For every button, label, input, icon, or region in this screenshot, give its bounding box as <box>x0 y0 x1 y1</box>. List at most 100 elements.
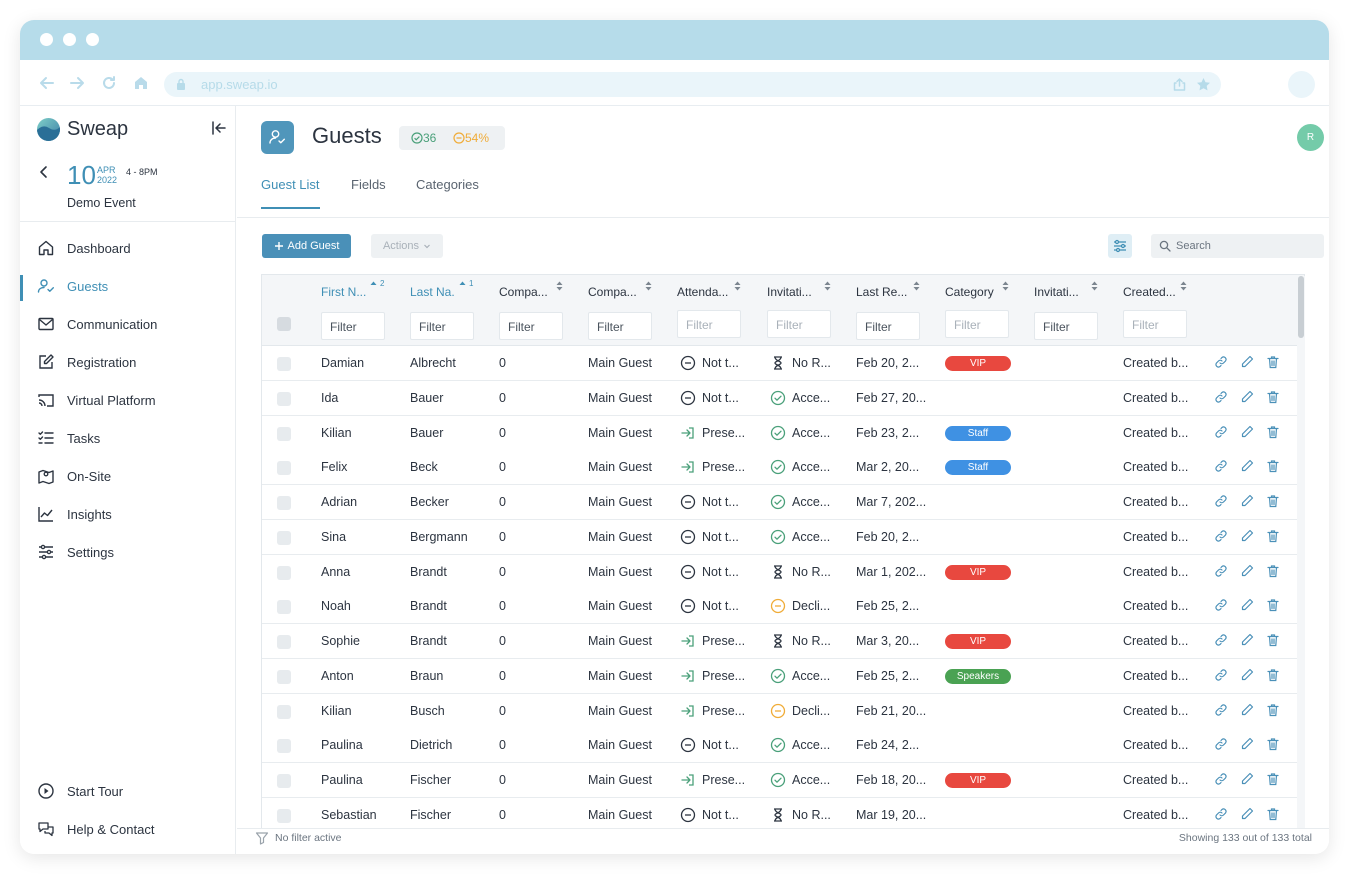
trash-icon[interactable] <box>1266 425 1280 439</box>
trash-icon[interactable] <box>1266 598 1280 612</box>
row-checkbox[interactable] <box>277 739 291 754</box>
edit-icon[interactable] <box>1240 494 1254 508</box>
trash-icon[interactable] <box>1266 737 1280 751</box>
scrollbar-thumb[interactable] <box>1298 276 1304 338</box>
row-checkbox[interactable] <box>277 357 291 371</box>
link-icon[interactable] <box>1214 459 1228 473</box>
back-arrow-icon[interactable] <box>38 74 56 92</box>
column-header[interactable]: Attenda... <box>677 285 729 299</box>
link-icon[interactable] <box>1214 355 1228 369</box>
address-bar[interactable]: app.sweap.io <box>164 72 1221 97</box>
trash-icon[interactable] <box>1266 807 1280 821</box>
table-row[interactable]: Damian Albrecht 0 Main Guest Not t... No R...… <box>262 346 1304 381</box>
help-contact-button[interactable]: Help & Contact <box>20 812 236 846</box>
home-icon[interactable] <box>132 74 150 92</box>
sort-icon[interactable] <box>555 280 564 292</box>
trash-icon[interactable] <box>1266 703 1280 717</box>
search-input[interactable]: Search <box>1151 234 1324 258</box>
edit-icon[interactable] <box>1240 425 1254 439</box>
table-scrollbar[interactable] <box>1297 276 1305 830</box>
sort-icon[interactable] <box>823 280 832 292</box>
tab-guest-list[interactable]: Guest List <box>261 176 320 218</box>
row-checkbox[interactable] <box>277 600 291 615</box>
sidebar-item-on-site[interactable]: On-Site <box>20 459 236 493</box>
edit-icon[interactable] <box>1240 564 1254 578</box>
column-header[interactable]: First N... <box>321 285 367 299</box>
edit-icon[interactable] <box>1240 703 1254 717</box>
link-icon[interactable] <box>1214 564 1228 578</box>
sidebar-item-settings[interactable]: Settings <box>20 535 236 569</box>
edit-icon[interactable] <box>1240 598 1254 612</box>
column-filter-input[interactable]: Filter <box>321 312 385 340</box>
row-checkbox[interactable] <box>277 530 291 545</box>
link-icon[interactable] <box>1214 529 1228 543</box>
sidebar-item-guests[interactable]: Guests <box>20 269 236 303</box>
column-header[interactable]: Invitati... <box>767 285 812 299</box>
trash-icon[interactable] <box>1266 494 1280 508</box>
row-checkbox[interactable] <box>277 774 291 788</box>
row-checkbox[interactable] <box>277 426 291 441</box>
table-row[interactable]: Adrian Becker 0 Main Guest Not t... Acce... Ma… <box>262 485 1304 520</box>
add-guest-button[interactable]: Add Guest <box>262 234 351 258</box>
edit-icon[interactable] <box>1240 737 1254 751</box>
table-row[interactable]: Sophie Brandt 0 Main Guest Prese... No R... Ma… <box>262 624 1304 659</box>
window-minimize-dot[interactable] <box>63 33 76 46</box>
column-filter-input[interactable]: Filter <box>1123 310 1187 338</box>
column-settings-button[interactable] <box>1108 234 1132 258</box>
link-icon[interactable] <box>1214 633 1228 647</box>
table-row[interactable]: Sebastian Fischer 0 Main Guest Not t... No R.… <box>262 797 1304 830</box>
edit-icon[interactable] <box>1240 355 1254 369</box>
edit-icon[interactable] <box>1240 390 1254 404</box>
column-header[interactable]: Last Re... <box>856 285 908 299</box>
table-row[interactable]: Felix Beck 0 Main Guest Prese... Acce... Mar 2… <box>262 450 1304 486</box>
trash-icon[interactable] <box>1266 772 1280 786</box>
link-icon[interactable] <box>1214 598 1228 612</box>
trash-icon[interactable] <box>1266 668 1280 682</box>
row-checkbox[interactable] <box>277 808 291 823</box>
user-avatar[interactable]: R <box>1297 124 1324 151</box>
sort-asc-icon[interactable] <box>458 280 467 292</box>
sort-icon[interactable] <box>733 280 742 292</box>
trash-icon[interactable] <box>1266 390 1280 404</box>
sort-icon[interactable] <box>1001 280 1010 292</box>
trash-icon[interactable] <box>1266 459 1280 473</box>
column-header[interactable]: Created... <box>1123 285 1176 299</box>
tab-categories[interactable]: Categories <box>416 177 479 192</box>
table-row[interactable]: Ida Bauer 0 Main Guest Not t... Acce... Feb 27… <box>262 380 1304 416</box>
table-row[interactable]: Noah Brandt 0 Main Guest Not t... Decli... Feb… <box>262 589 1304 625</box>
column-header[interactable]: Category <box>945 285 994 299</box>
collapse-sidebar-icon[interactable] <box>211 120 227 136</box>
sidebar-item-registration[interactable]: Registration <box>20 345 236 379</box>
column-filter-input[interactable]: Filter <box>677 310 741 338</box>
forward-arrow-icon[interactable] <box>68 74 86 92</box>
window-close-dot[interactable] <box>40 33 53 46</box>
column-filter-input[interactable]: Filter <box>499 312 563 340</box>
table-row[interactable]: Kilian Busch 0 Main Guest Prese... Decli... Fe… <box>262 693 1304 729</box>
trash-icon[interactable] <box>1266 564 1280 578</box>
row-checkbox[interactable] <box>277 669 291 684</box>
sidebar-item-tasks[interactable]: Tasks <box>20 421 236 455</box>
table-row[interactable]: Anna Brandt 0 Main Guest Not t... No R... Mar … <box>262 554 1304 590</box>
table-row[interactable]: Anton Braun 0 Main Guest Prese... Acce... Feb … <box>262 658 1304 694</box>
sort-icon[interactable] <box>644 280 653 292</box>
brand-logo[interactable]: Sweap <box>37 116 128 142</box>
row-checkbox[interactable] <box>277 496 291 510</box>
tab-fields[interactable]: Fields <box>351 177 386 192</box>
column-filter-input[interactable]: Filter <box>945 310 1009 338</box>
column-header[interactable]: Last Na. <box>410 285 455 299</box>
row-checkbox[interactable] <box>277 635 291 649</box>
start-tour-button[interactable]: Start Tour <box>20 774 236 808</box>
sort-asc-icon[interactable] <box>369 280 378 292</box>
column-header[interactable]: Compa... <box>588 285 637 299</box>
sidebar-item-insights[interactable]: Insights <box>20 497 236 531</box>
column-header[interactable]: Invitati... <box>1034 285 1079 299</box>
actions-dropdown[interactable]: Actions <box>371 234 443 258</box>
reload-icon[interactable] <box>100 74 118 92</box>
column-filter-input[interactable]: Filter <box>856 312 920 340</box>
window-maximize-dot[interactable] <box>86 33 99 46</box>
link-icon[interactable] <box>1214 494 1228 508</box>
sidebar-item-virtual-platform[interactable]: Virtual Platform <box>20 383 236 417</box>
edit-icon[interactable] <box>1240 668 1254 682</box>
chevron-left-icon[interactable] <box>37 165 51 179</box>
link-icon[interactable] <box>1214 425 1228 439</box>
